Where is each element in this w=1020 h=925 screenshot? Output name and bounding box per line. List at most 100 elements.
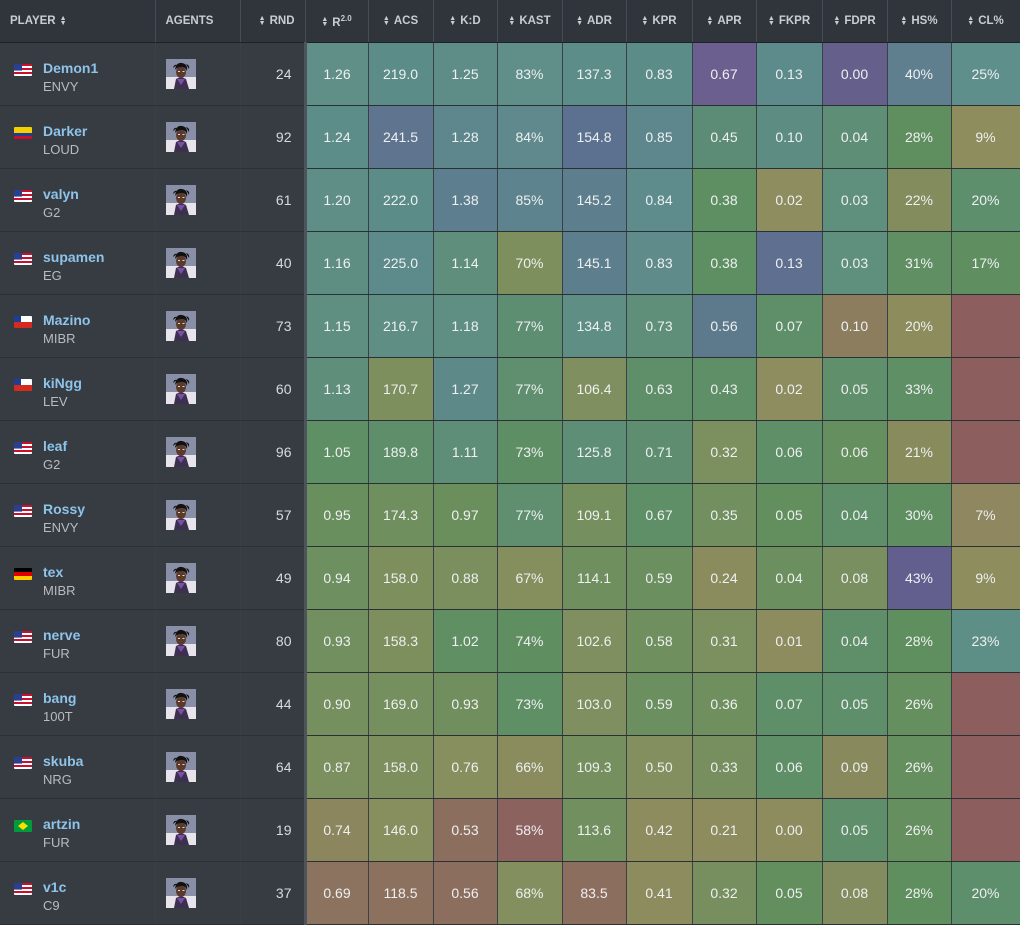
stat-rating-cell: 0.87 xyxy=(305,735,369,799)
sort-arrows-icon: ▲ ▼ xyxy=(321,16,329,29)
stat-apr-cell: 0.21 xyxy=(692,798,757,862)
agent-portrait-icon[interactable] xyxy=(165,626,196,656)
stat-cl-cell: 7% xyxy=(951,483,1020,547)
col-header-kast[interactable]: ▲ ▼ KAST xyxy=(497,0,563,43)
stat-kd-cell: 1.27 xyxy=(433,357,498,421)
player-team: G2 xyxy=(43,205,61,220)
agent-portrait-icon[interactable] xyxy=(165,500,196,530)
table-row: Darker LOUD 92 1.24 241.5 1.28 84% 154.8 0.85 0.4… xyxy=(0,105,1020,169)
col-header-cl[interactable]: ▲ ▼ CL% xyxy=(951,0,1020,43)
stat-adr-cell: 103.0 xyxy=(562,672,627,736)
col-header-fdpr[interactable]: ▲ ▼ FDPR xyxy=(822,0,888,43)
player-name-link[interactable]: Demon1 xyxy=(43,60,99,76)
col-header-rating[interactable]: ▲ ▼ R2.0 xyxy=(305,0,369,43)
agents-cell xyxy=(155,231,241,295)
stat-kpr-cell: 0.41 xyxy=(626,861,693,925)
table-row: Demon1 ENVY 24 1.26 219.0 1.25 83% 137.3 0.83 0.6… xyxy=(0,42,1020,106)
stat-rating-cell: 0.69 xyxy=(305,861,369,925)
table-row: Rossy ENVY 57 0.95 174.3 0.97 77% 109.1 0.67 0.35… xyxy=(0,483,1020,547)
sort-arrows-icon: ▲ ▼ xyxy=(382,14,390,27)
sort-arrows-icon: ▲ ▼ xyxy=(967,14,975,27)
stat-kd-cell: 1.14 xyxy=(433,231,498,295)
sort-arrows-icon: ▲ ▼ xyxy=(449,14,457,27)
agent-portrait-icon[interactable] xyxy=(165,122,196,152)
player-cell: nerve FUR xyxy=(0,609,156,673)
stat-hs-cell: 22% xyxy=(887,168,952,232)
sort-arrows-icon: ▲ ▼ xyxy=(258,14,266,27)
player-name-link[interactable]: valyn xyxy=(43,186,79,202)
stat-fdpr-cell: 0.06 xyxy=(822,420,888,484)
col-header-rnd[interactable]: ▲ ▼ RND xyxy=(240,0,306,43)
agent-portrait-icon[interactable] xyxy=(165,878,196,908)
col-header-hs[interactable]: ▲ ▼ HS% xyxy=(887,0,952,43)
player-name-link[interactable]: leaf xyxy=(43,438,68,454)
player-name-link[interactable]: Rossy xyxy=(43,501,86,517)
agent-portrait-icon[interactable] xyxy=(165,185,196,215)
player-name-link[interactable]: supamen xyxy=(43,249,105,265)
player-name-link[interactable]: kiNgg xyxy=(43,375,82,391)
player-cell: artzin FUR xyxy=(0,798,156,862)
country-flag-icon xyxy=(14,190,32,202)
table-row: nerve FUR 80 0.93 158.3 1.02 74% 102.6 0.58 0.31 0… xyxy=(0,609,1020,673)
col-header-adr[interactable]: ▲ ▼ ADR xyxy=(562,0,627,43)
rounds-cell: 92 xyxy=(240,105,307,169)
player-team: G2 xyxy=(43,457,61,472)
stat-kast-cell: 73% xyxy=(497,420,563,484)
stat-acs-cell: 225.0 xyxy=(368,231,434,295)
stat-apr-cell: 0.24 xyxy=(692,546,757,610)
agent-portrait-icon[interactable] xyxy=(165,311,196,341)
rounds-cell: 40 xyxy=(240,231,307,295)
agent-portrait-icon[interactable] xyxy=(165,59,196,89)
agent-portrait-icon[interactable] xyxy=(165,563,196,593)
stat-kd-cell: 1.25 xyxy=(433,42,498,106)
agent-portrait-icon[interactable] xyxy=(165,689,196,719)
table-row: skuba NRG 64 0.87 158.0 0.76 66% 109.3 0.50 0.33 0… xyxy=(0,735,1020,799)
rounds-cell: 44 xyxy=(240,672,307,736)
stat-kast-cell: 77% xyxy=(497,483,563,547)
stat-apr-cell: 0.67 xyxy=(692,42,757,106)
player-name-link[interactable]: bang xyxy=(43,690,77,706)
stat-adr-cell: 154.8 xyxy=(562,105,627,169)
player-name-link[interactable]: artzin xyxy=(43,816,81,832)
sort-arrows-icon: ▲ ▼ xyxy=(767,14,775,27)
country-flag-icon xyxy=(14,253,32,265)
col-header-player[interactable]: PLAYER ▲ ▼ xyxy=(0,0,156,43)
stat-apr-cell: 0.45 xyxy=(692,105,757,169)
country-flag-icon xyxy=(14,568,32,580)
stat-rating-cell: 1.16 xyxy=(305,231,369,295)
agent-portrait-icon[interactable] xyxy=(165,248,196,278)
agents-cell xyxy=(155,420,241,484)
agent-portrait-icon[interactable] xyxy=(165,815,196,845)
player-name-link[interactable]: v1c xyxy=(43,879,67,895)
stat-adr-cell: 114.1 xyxy=(562,546,627,610)
stat-kd-cell: 0.76 xyxy=(433,735,498,799)
stat-kd-cell: 0.53 xyxy=(433,798,498,862)
col-header-kd[interactable]: ▲ ▼ K:D xyxy=(433,0,498,43)
stat-cl-cell xyxy=(951,420,1020,484)
agent-portrait-icon[interactable] xyxy=(165,752,196,782)
stat-acs-cell: 189.8 xyxy=(368,420,434,484)
col-label: HS% xyxy=(911,15,938,27)
player-name-link[interactable]: nerve xyxy=(43,627,81,643)
col-label: APR xyxy=(717,15,742,27)
player-name-link[interactable]: skuba xyxy=(43,753,84,769)
stat-apr-cell: 0.33 xyxy=(692,735,757,799)
stat-cl-cell xyxy=(951,735,1020,799)
player-name-link[interactable]: Mazino xyxy=(43,312,91,328)
agent-portrait-icon[interactable] xyxy=(165,437,196,467)
col-label: FKPR xyxy=(778,15,811,27)
agent-portrait-icon[interactable] xyxy=(165,374,196,404)
player-team: MIBR xyxy=(43,583,76,598)
stat-fdpr-cell: 0.03 xyxy=(822,168,888,232)
player-name-link[interactable]: tex xyxy=(43,564,64,580)
stat-adr-cell: 125.8 xyxy=(562,420,627,484)
rounds-cell: 61 xyxy=(240,168,307,232)
player-name-link[interactable]: Darker xyxy=(43,123,88,139)
stat-fkpr-cell: 0.06 xyxy=(756,735,823,799)
col-header-fkpr[interactable]: ▲ ▼ FKPR xyxy=(756,0,823,43)
col-header-acs[interactable]: ▲ ▼ ACS xyxy=(368,0,434,43)
col-header-kpr[interactable]: ▲ ▼ KPR xyxy=(626,0,693,43)
col-header-apr[interactable]: ▲ ▼ APR xyxy=(692,0,757,43)
agents-cell xyxy=(155,42,241,106)
stat-fkpr-cell: 0.07 xyxy=(756,294,823,358)
